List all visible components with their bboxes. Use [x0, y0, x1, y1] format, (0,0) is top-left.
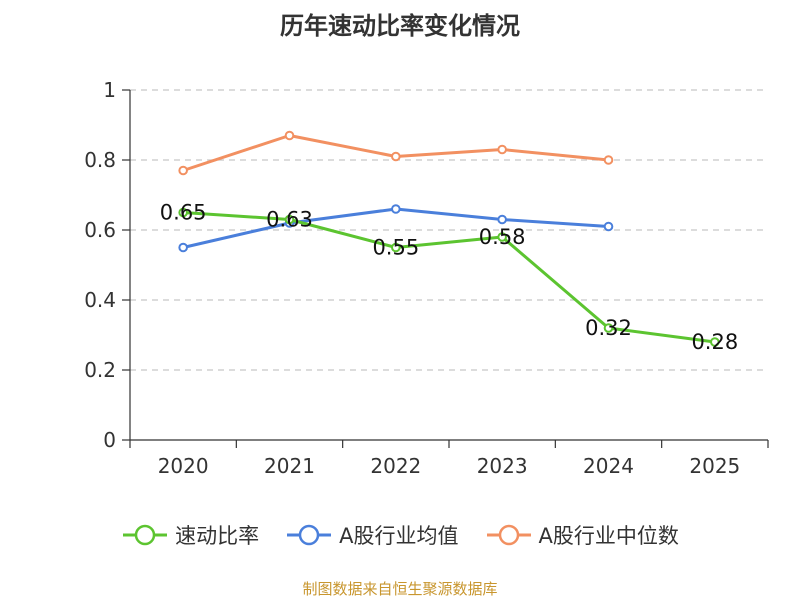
data-point[interactable]	[603, 221, 614, 232]
x-tick-label: 2021	[264, 454, 315, 478]
series-lines	[178, 130, 720, 347]
data-point[interactable]	[284, 130, 295, 141]
source-note: 制图数据来自恒生聚源数据库	[302, 580, 498, 598]
data-labels: 0.65 0.63 0.55 0.58 0.32 0.28	[160, 201, 738, 355]
data-label: 0.65	[160, 201, 207, 225]
data-point[interactable]	[391, 151, 401, 162]
data-point[interactable]	[178, 165, 188, 176]
data-point[interactable]	[497, 232, 507, 242]
series-line-0	[183, 211, 716, 344]
x-tick-label: 2024	[583, 454, 634, 478]
x-tick-label: 2020	[158, 454, 209, 478]
data-point[interactable]	[178, 242, 188, 253]
y-tick-label: 0.4	[84, 288, 116, 312]
data-label: 0.32	[585, 316, 632, 340]
x-tick-label: 2023	[477, 454, 528, 478]
legend-line-circle-icon	[486, 524, 531, 546]
legend-label: A股行业中位数	[538, 524, 679, 548]
data-point[interactable]	[710, 337, 720, 347]
data-point[interactable]	[603, 323, 614, 333]
legend-line-circle-icon	[287, 524, 332, 546]
y-tick-label: 1	[103, 78, 116, 102]
data-label: 0.58	[479, 225, 526, 249]
data-point[interactable]	[391, 204, 401, 214]
data-label: 0.55	[372, 236, 419, 260]
legend-item[interactable]: A股行业中位数	[485, 520, 679, 550]
data-label: 0.63	[266, 208, 313, 232]
legend-item[interactable]: A股行业均值	[285, 520, 459, 550]
y-tick-label: 0.6	[84, 218, 116, 242]
y-tick-label: 0	[103, 428, 116, 452]
chart-title: 历年速动比率变化情况	[280, 12, 520, 40]
legend-label: A股行业均值	[339, 524, 459, 548]
legend-line-circle-icon	[123, 524, 168, 546]
axes: 0 0.2 0.4 0.6 0.8 1 2020 2021 2022 2023 2024 2025	[84, 78, 769, 478]
data-point[interactable]	[603, 155, 614, 165]
data-label: 0.28	[691, 330, 738, 354]
data-point[interactable]	[497, 214, 507, 225]
grid-lines	[130, 89, 768, 371]
legend: 速动比率 A股行业均值 A股行业中位数	[0, 520, 800, 550]
data-point[interactable]	[178, 207, 188, 218]
data-point[interactable]	[391, 242, 401, 253]
y-tick-label: 0.8	[84, 148, 116, 172]
legend-item[interactable]: 速动比率	[121, 520, 259, 550]
legend-label: 速动比率	[175, 524, 260, 548]
x-tick-label: 2025	[689, 454, 740, 478]
data-point[interactable]	[284, 214, 295, 225]
x-tick-label: 2022	[370, 454, 421, 478]
data-point[interactable]	[497, 144, 507, 155]
y-tick-label: 0.2	[84, 358, 116, 382]
